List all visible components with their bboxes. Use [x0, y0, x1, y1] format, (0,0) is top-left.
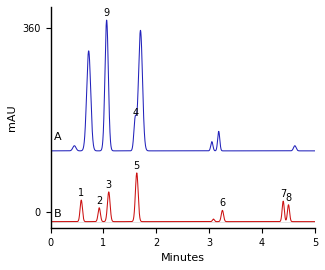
Text: A: A: [54, 132, 62, 142]
Text: 8: 8: [285, 193, 292, 203]
Text: 4: 4: [132, 107, 138, 117]
Text: 2: 2: [96, 196, 102, 206]
Text: 7: 7: [280, 189, 286, 199]
Text: 9: 9: [104, 8, 110, 18]
Y-axis label: mAU: mAU: [7, 104, 17, 131]
Text: 3: 3: [106, 180, 112, 190]
Text: B: B: [54, 208, 62, 218]
Text: 6: 6: [219, 198, 226, 208]
Text: 1: 1: [78, 188, 84, 198]
X-axis label: Minutes: Minutes: [161, 253, 205, 263]
Text: 5: 5: [134, 161, 140, 171]
